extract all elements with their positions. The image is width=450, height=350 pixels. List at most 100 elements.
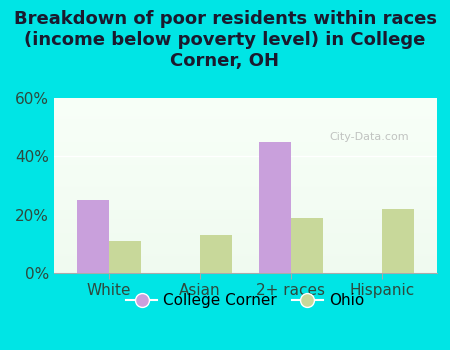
Bar: [54, 121, 436, 122]
Bar: [54, 147, 436, 149]
Bar: [54, 266, 436, 268]
Bar: [54, 150, 436, 152]
Bar: [54, 259, 436, 261]
Bar: [54, 164, 436, 166]
Bar: [54, 180, 436, 182]
Bar: [54, 210, 436, 212]
Bar: [54, 233, 436, 234]
Bar: [54, 252, 436, 254]
Bar: [54, 142, 436, 143]
Bar: [54, 100, 436, 101]
Bar: [54, 241, 436, 243]
Bar: [54, 126, 436, 128]
Bar: [54, 224, 436, 226]
Bar: [200, 235, 232, 273]
Bar: [54, 145, 436, 147]
Bar: [54, 247, 436, 248]
Bar: [54, 119, 436, 121]
Bar: [54, 268, 436, 270]
Bar: [54, 205, 436, 206]
Bar: [382, 209, 414, 273]
Bar: [54, 110, 436, 112]
Bar: [54, 140, 436, 142]
Bar: [54, 229, 436, 231]
Bar: [54, 254, 436, 256]
Bar: [54, 173, 436, 175]
Bar: [54, 135, 436, 136]
Bar: [54, 257, 436, 259]
Bar: [54, 220, 436, 222]
Bar: [54, 144, 436, 145]
Bar: [54, 166, 436, 168]
Bar: [54, 203, 436, 205]
Bar: [54, 138, 436, 140]
Bar: [54, 191, 436, 192]
Bar: [54, 201, 436, 203]
Bar: [54, 198, 436, 199]
Bar: [54, 256, 436, 257]
Bar: [54, 112, 436, 114]
Bar: [54, 178, 436, 180]
Bar: [54, 184, 436, 186]
Legend: College Corner, Ohio: College Corner, Ohio: [120, 287, 370, 314]
Bar: [54, 250, 436, 252]
Bar: [54, 228, 436, 229]
Bar: [54, 187, 436, 189]
Bar: [54, 271, 436, 273]
Bar: [54, 103, 436, 105]
Bar: [54, 128, 436, 130]
Bar: [54, 270, 436, 271]
Bar: [54, 236, 436, 238]
Bar: [259, 142, 291, 273]
Bar: [54, 114, 436, 116]
Bar: [77, 200, 108, 273]
Bar: [54, 131, 436, 133]
Bar: [54, 156, 436, 158]
Bar: [54, 98, 436, 100]
Bar: [54, 196, 436, 198]
Bar: [54, 248, 436, 250]
Bar: [54, 107, 436, 108]
Bar: [54, 161, 436, 163]
Bar: [54, 182, 436, 184]
Bar: [54, 172, 436, 173]
Bar: [54, 261, 436, 262]
Bar: [54, 149, 436, 150]
Bar: [54, 240, 436, 242]
Bar: [54, 136, 436, 138]
Bar: [54, 226, 436, 228]
Bar: [54, 133, 436, 135]
Bar: [291, 218, 323, 273]
Bar: [54, 214, 436, 215]
Bar: [54, 124, 436, 126]
Bar: [54, 170, 436, 172]
Bar: [54, 186, 436, 187]
Bar: [54, 231, 436, 233]
Bar: [54, 262, 436, 264]
Bar: [54, 117, 436, 119]
Bar: [54, 206, 436, 208]
Bar: [54, 222, 436, 224]
Bar: [54, 159, 436, 161]
Bar: [54, 177, 436, 178]
Bar: [54, 219, 436, 220]
Bar: [54, 238, 436, 240]
Bar: [54, 130, 436, 131]
Bar: [54, 189, 436, 191]
Bar: [54, 217, 436, 219]
Bar: [54, 175, 436, 177]
Bar: [54, 122, 436, 124]
Bar: [54, 163, 436, 164]
Bar: [54, 168, 436, 170]
Bar: [108, 241, 140, 273]
Bar: [54, 215, 436, 217]
Bar: [54, 158, 436, 159]
Text: Breakdown of poor residents within races
(income below poverty level) in College: Breakdown of poor residents within races…: [14, 10, 436, 70]
Bar: [54, 194, 436, 196]
Bar: [54, 154, 436, 156]
Bar: [54, 152, 436, 154]
Bar: [54, 108, 436, 110]
Bar: [54, 234, 436, 236]
Bar: [54, 264, 436, 266]
Bar: [54, 243, 436, 245]
